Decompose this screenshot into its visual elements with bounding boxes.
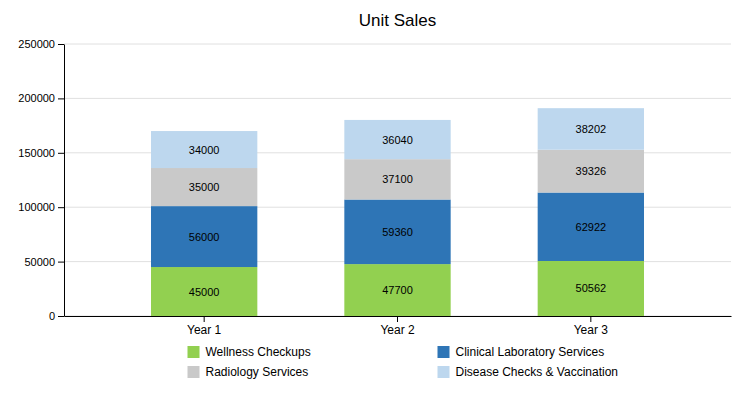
tick-mark xyxy=(58,44,64,45)
tick-label: 250000 xyxy=(18,38,55,50)
chart: Unit Sales 0 50000 100000 150000 200000 250000… xyxy=(0,0,755,408)
data-label: 59360 xyxy=(382,226,413,238)
tick: Year 2 xyxy=(380,316,415,337)
tick-mark xyxy=(58,153,64,154)
bar xyxy=(538,261,644,316)
tick: 200000 xyxy=(18,92,64,104)
legend-swatch xyxy=(188,366,200,378)
tick: 50000 xyxy=(24,256,64,268)
bar xyxy=(344,159,450,199)
tick-label: 50000 xyxy=(24,256,55,268)
y-axis: 0 50000 100000 150000 200000 250000 xyxy=(18,38,64,322)
tick: 0 xyxy=(49,310,64,322)
tick: 100000 xyxy=(18,201,64,213)
grid xyxy=(64,44,731,316)
tick-mark xyxy=(58,98,64,99)
bar xyxy=(151,131,257,168)
legend-swatch xyxy=(188,346,200,358)
bar xyxy=(538,108,644,150)
bar xyxy=(344,200,450,265)
title: Unit Sales xyxy=(359,11,436,30)
legend-swatch xyxy=(438,346,450,358)
legend-label: Radiology Services xyxy=(206,365,309,379)
bar xyxy=(538,150,644,193)
data-label: 38202 xyxy=(576,123,607,135)
data-label: 39326 xyxy=(576,165,607,177)
data-label: 34000 xyxy=(189,144,220,156)
bar xyxy=(151,267,257,316)
data-label: 62922 xyxy=(576,221,607,233)
data-label: 47700 xyxy=(382,284,413,296)
tick-mark xyxy=(397,316,398,322)
tick-label: Year 1 xyxy=(187,323,222,337)
tick-label: 150000 xyxy=(18,147,55,159)
bar xyxy=(344,120,450,159)
data-label: 35000 xyxy=(189,181,220,193)
tick: Year 3 xyxy=(574,316,609,337)
bar xyxy=(538,193,644,261)
tick-label: 100000 xyxy=(18,201,55,213)
grid-line xyxy=(64,44,731,45)
data-label: 56000 xyxy=(189,231,220,243)
legend-item: Radiology Services xyxy=(188,365,309,379)
tick-mark xyxy=(590,316,591,322)
tick-mark xyxy=(58,207,64,208)
tick-label: 0 xyxy=(49,310,55,322)
tick-label: Year 2 xyxy=(380,323,415,337)
legend: Wellness Checkups Clinical Laboratory Ser… xyxy=(188,345,619,379)
axis-line xyxy=(64,45,65,317)
legend-swatch xyxy=(438,366,450,378)
grid-line xyxy=(64,98,731,99)
data-labels: 45000 47700 50562 56000 59360 62922 35000 37100… xyxy=(189,123,606,298)
data-label: 50562 xyxy=(576,282,607,294)
bars xyxy=(151,108,644,316)
tick: Year 1 xyxy=(187,316,222,337)
data-label: 36040 xyxy=(382,134,413,146)
tick-mark xyxy=(58,262,64,263)
legend-item: Wellness Checkups xyxy=(188,345,311,359)
tick-label: Year 3 xyxy=(574,323,609,337)
bar xyxy=(151,206,257,267)
legend-item: Clinical Laboratory Services xyxy=(438,345,605,359)
legend-item: Disease Checks & Vaccination xyxy=(438,365,619,379)
tick: 250000 xyxy=(18,38,64,50)
legend-label: Disease Checks & Vaccination xyxy=(456,365,619,379)
bar xyxy=(151,168,257,206)
tick-mark xyxy=(204,316,205,322)
tick: 150000 xyxy=(18,147,64,159)
tick-label: 200000 xyxy=(18,92,55,104)
legend-label: Wellness Checkups xyxy=(206,345,311,359)
data-label: 45000 xyxy=(189,286,220,298)
bar xyxy=(344,264,450,316)
tick-mark xyxy=(58,316,64,317)
data-label: 37100 xyxy=(382,173,413,185)
legend-label: Clinical Laboratory Services xyxy=(456,345,605,359)
x-axis: Year 1 Year 2 Year 3 xyxy=(65,316,732,337)
